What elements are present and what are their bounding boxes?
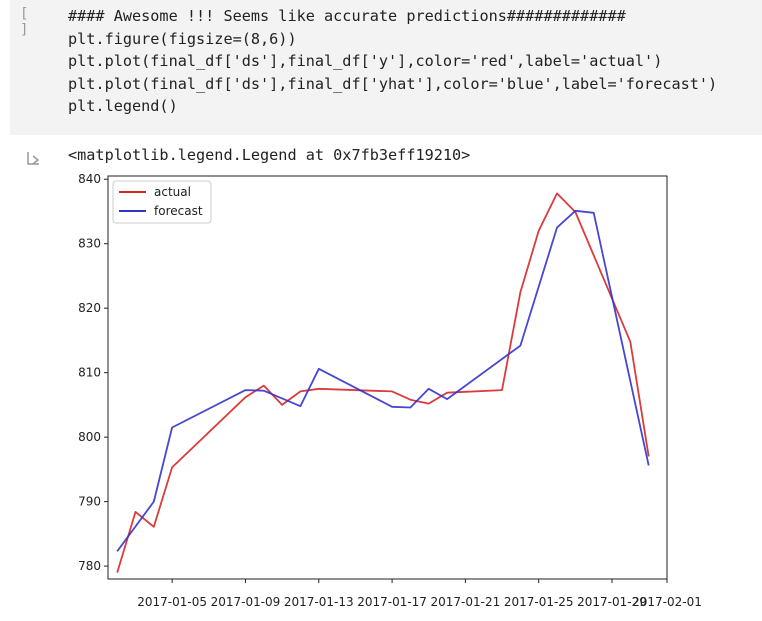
legend-label-actual: actual — [154, 185, 191, 199]
plot-area — [107, 175, 668, 580]
x-tick-label: 2017-01-09 — [211, 595, 281, 609]
output-arrow-icon[interactable] — [24, 148, 44, 168]
legend-label-forecast: forecast — [154, 204, 203, 218]
legend: actual forecast — [112, 180, 212, 224]
code-line: #### Awesome !!! Seems like accurate pre… — [68, 7, 626, 25]
code-editor[interactable]: #### Awesome !!! Seems like accurate pre… — [68, 5, 717, 118]
code-line: plt.plot(final_df['ds'],final_df['y'],co… — [68, 52, 663, 70]
y-tick-label: 780 — [78, 559, 101, 573]
y-tick-label: 790 — [78, 495, 101, 509]
code-line: plt.plot(final_df['ds'],final_df['yhat']… — [68, 74, 718, 93]
code-line: plt.figure(figsize=(8,6)) — [68, 29, 297, 48]
y-tick-label: 800 — [78, 430, 101, 444]
x-tick-label: 2017-01-17 — [357, 595, 427, 609]
x-tick-label: 2017-01-29 — [577, 595, 647, 609]
y-tick-label: 830 — [78, 237, 101, 251]
x-tick-label: 2017-01-25 — [504, 595, 574, 609]
x-tick-label: 2017-01-13 — [284, 595, 354, 609]
y-tick-label: 840 — [78, 172, 101, 186]
y-tick-label: 810 — [78, 366, 101, 380]
x-axis: 2017-01-05 2017-01-09 2017-01-13 2017-01-17… — [137, 579, 702, 609]
y-axis: 780 790 800 810 820 830 840 — [78, 172, 108, 573]
series-lines — [116, 192, 650, 573]
output-text: <matplotlib.legend.Legend at 0x7fb3eff19… — [68, 146, 471, 164]
x-tick-label: 2017-02-01 — [632, 595, 702, 609]
cell-run-indicator[interactable]: [ ] — [20, 6, 31, 38]
code-line: plt.legend() — [68, 97, 178, 115]
code-cell[interactable] — [10, 0, 762, 135]
x-tick-label: 2017-01-21 — [431, 595, 501, 609]
series-line-actual — [116, 192, 650, 573]
x-tick-label: 2017-01-05 — [137, 595, 207, 609]
series-line-forecast — [116, 209, 650, 552]
y-tick-label: 820 — [78, 301, 101, 315]
